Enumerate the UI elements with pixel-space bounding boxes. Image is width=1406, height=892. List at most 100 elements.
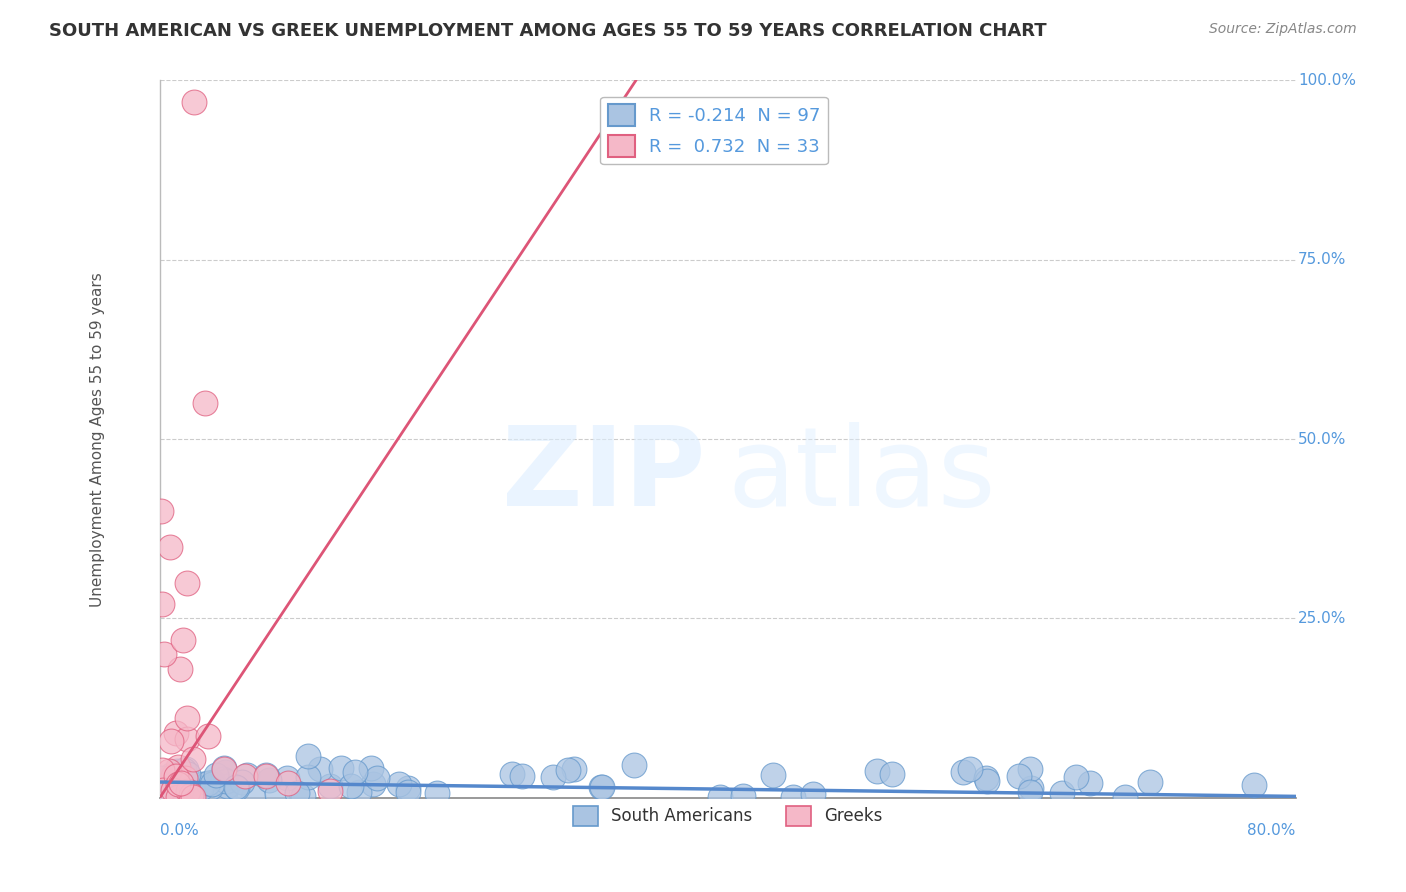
Point <box>163 789 186 803</box>
Point <box>340 779 363 793</box>
Point <box>162 783 184 797</box>
Point <box>169 662 191 676</box>
Text: 0.0%: 0.0% <box>160 823 198 838</box>
Point <box>155 786 177 800</box>
Point <box>801 787 824 801</box>
Point <box>1008 768 1031 782</box>
Point <box>360 761 382 775</box>
Point <box>285 786 308 800</box>
Text: atlas: atlas <box>728 422 997 529</box>
Text: ZIP: ZIP <box>502 422 704 529</box>
Point <box>233 769 256 783</box>
Point <box>277 776 299 790</box>
Point <box>181 780 204 795</box>
Point <box>165 726 187 740</box>
Point <box>254 769 277 783</box>
Point <box>297 749 319 764</box>
Point <box>181 789 204 804</box>
Point <box>731 789 754 803</box>
Point <box>343 765 366 780</box>
Point <box>276 771 298 785</box>
Point <box>150 504 173 518</box>
Point <box>159 780 181 795</box>
Point <box>225 780 247 795</box>
Point <box>388 777 411 791</box>
Point <box>176 575 198 590</box>
Point <box>172 632 194 647</box>
Point <box>291 789 314 803</box>
Point <box>183 95 205 109</box>
Point <box>200 780 222 794</box>
Point <box>165 780 187 795</box>
Point <box>163 773 186 788</box>
Text: 100.0%: 100.0% <box>1298 73 1355 88</box>
Point <box>170 782 193 797</box>
Point <box>201 774 224 789</box>
Point <box>152 781 174 796</box>
Point <box>557 764 579 778</box>
Point <box>236 768 259 782</box>
Point <box>1019 762 1042 776</box>
Legend: South Americans, Greeks: South Americans, Greeks <box>567 799 889 832</box>
Point <box>165 775 187 789</box>
Point <box>319 783 342 797</box>
Point <box>150 772 173 786</box>
Point <box>782 789 804 804</box>
Point <box>257 772 280 787</box>
Point <box>541 770 564 784</box>
Point <box>176 710 198 724</box>
Point <box>976 774 998 789</box>
Point <box>214 785 236 799</box>
Point <box>165 769 187 783</box>
Text: 75.0%: 75.0% <box>1298 252 1347 268</box>
Point <box>319 779 342 793</box>
Text: 50.0%: 50.0% <box>1298 432 1347 447</box>
Point <box>181 780 204 794</box>
Point <box>197 776 219 790</box>
Point <box>156 787 179 801</box>
Point <box>426 786 449 800</box>
Point <box>176 732 198 747</box>
Point <box>214 761 236 775</box>
Point <box>174 762 197 776</box>
Point <box>150 763 173 777</box>
Point <box>163 773 186 788</box>
Point <box>329 762 352 776</box>
Point <box>589 780 612 795</box>
Point <box>297 770 319 784</box>
Point <box>308 762 330 776</box>
Point <box>152 783 174 797</box>
Text: Unemployment Among Ages 55 to 59 years: Unemployment Among Ages 55 to 59 years <box>90 272 105 607</box>
Point <box>150 597 173 611</box>
Point <box>231 775 253 789</box>
Point <box>153 648 176 662</box>
Point <box>363 777 385 791</box>
Text: Source: ZipAtlas.com: Source: ZipAtlas.com <box>1209 22 1357 37</box>
Point <box>173 763 195 777</box>
Point <box>174 788 197 802</box>
Point <box>174 771 197 785</box>
Point <box>225 780 247 795</box>
Point <box>562 763 585 777</box>
Point <box>201 776 224 790</box>
Point <box>212 762 235 776</box>
Point <box>205 768 228 782</box>
Point <box>366 771 388 785</box>
Point <box>167 760 190 774</box>
Point <box>188 780 211 794</box>
Text: SOUTH AMERICAN VS GREEK UNEMPLOYMENT AMONG AGES 55 TO 59 YEARS CORRELATION CHART: SOUTH AMERICAN VS GREEK UNEMPLOYMENT AMO… <box>49 22 1047 40</box>
Point <box>159 540 181 554</box>
Point <box>197 729 219 743</box>
Point <box>176 766 198 780</box>
Point <box>1064 771 1087 785</box>
Point <box>1139 774 1161 789</box>
Point <box>952 765 974 780</box>
Point <box>181 752 204 766</box>
Point <box>501 767 523 781</box>
Point <box>1018 784 1040 798</box>
Point <box>623 758 645 772</box>
Point <box>880 767 903 781</box>
Point <box>1019 780 1042 795</box>
Point <box>976 771 998 785</box>
Point <box>866 764 889 778</box>
